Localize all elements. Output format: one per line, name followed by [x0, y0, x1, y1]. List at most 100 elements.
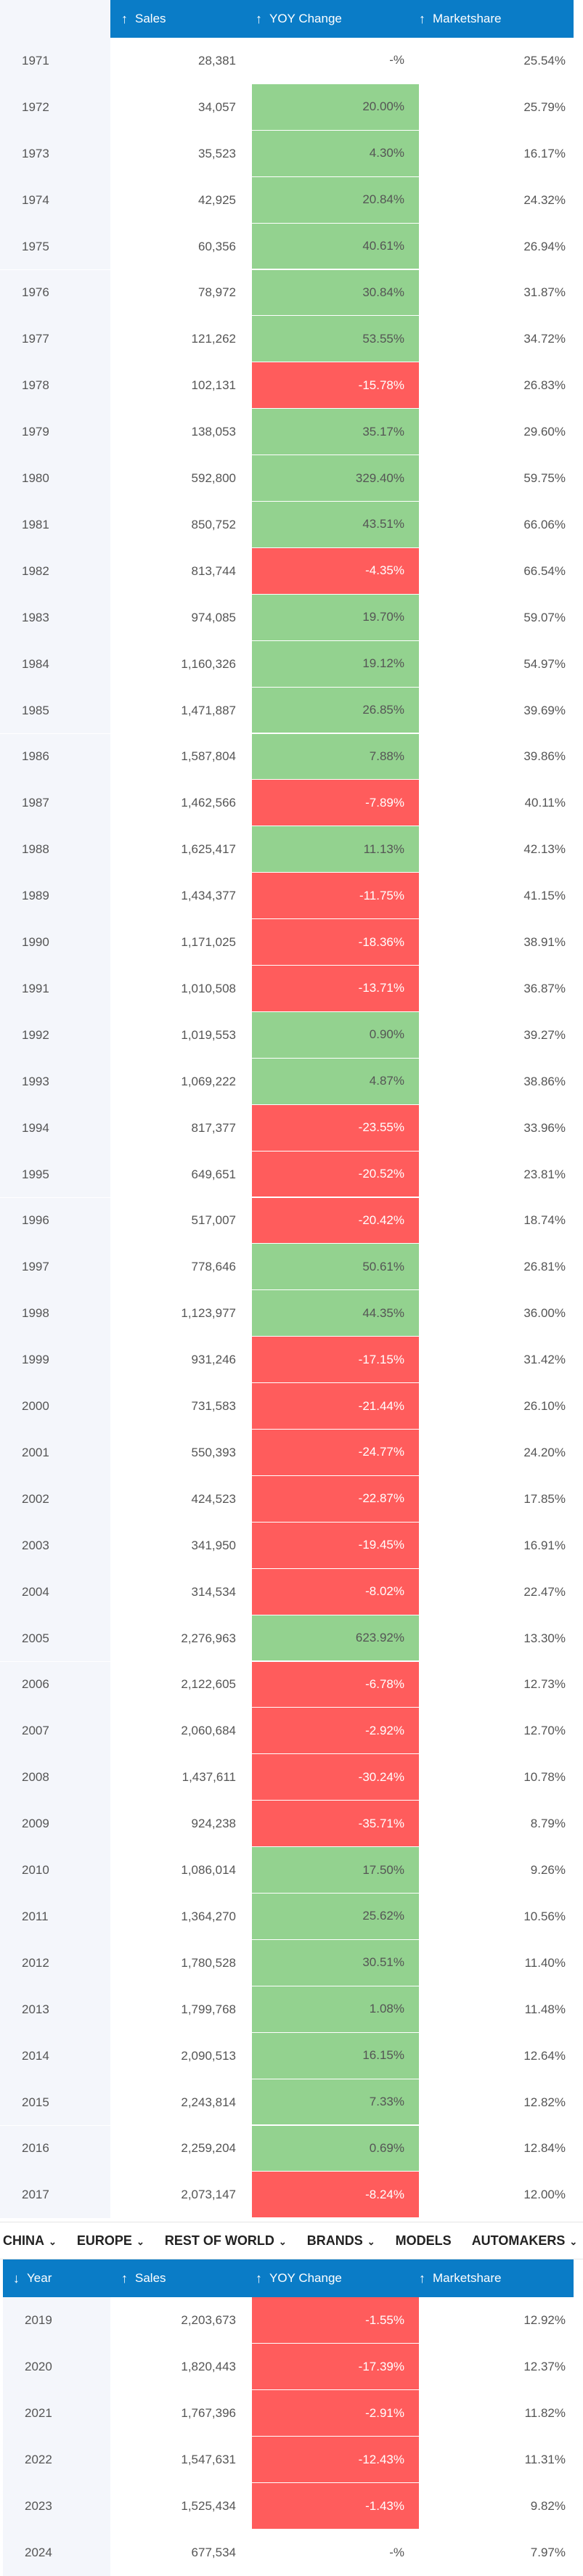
- yoy-cell: 329.40%: [252, 455, 419, 502]
- sales-cell: 34,057: [198, 99, 236, 114]
- share-cell: 34.72%: [523, 332, 566, 346]
- sales-cell: 1,462,566: [181, 796, 236, 810]
- yoy-header-label: YOY Change: [269, 2271, 342, 2285]
- year-cell: 1986: [0, 733, 110, 780]
- header-spacer: [0, 0, 110, 38]
- yoy-cell: -%: [252, 38, 419, 84]
- share-cell: 13.30%: [523, 1631, 566, 1645]
- year-cell: 1979: [0, 409, 110, 456]
- year-cell: 2012: [0, 1939, 110, 1986]
- nav-item-label: MODELS: [395, 2233, 452, 2248]
- yoy-cell: -2.92%: [252, 1708, 419, 1755]
- sales-cell: 1,625,417: [181, 842, 236, 857]
- year-cell: 2009: [0, 1801, 110, 1848]
- yoy-cell: 19.70%: [252, 594, 419, 641]
- nav-item-automakers[interactable]: AUTOMAKERS ⌄: [472, 2233, 578, 2249]
- year-cell: 1973: [0, 130, 110, 177]
- yoy-cell: 17.50%: [252, 1847, 419, 1894]
- share-cell: 42.13%: [523, 842, 566, 857]
- arrow-down-icon: ↓: [13, 2270, 20, 2286]
- nav-item-label: BRANDS: [306, 2233, 363, 2248]
- table-row: 1974 42,925 20.84% 24.32%: [0, 176, 583, 224]
- table-row: 2019 2,203,673 -1.55% 12.92%: [0, 2297, 583, 2344]
- yoy-cell: -20.42%: [252, 1197, 419, 1244]
- yoy-cell: 4.87%: [252, 1058, 419, 1105]
- sales-cell: 1,364,270: [181, 1909, 236, 1923]
- yoy-cell: -21.44%: [252, 1383, 419, 1430]
- yoy-cell: -12.43%: [252, 2437, 419, 2483]
- share-cell: 66.06%: [523, 517, 566, 531]
- yoy-column-header[interactable]: ↑ YOY Change: [256, 0, 342, 38]
- table-row: 2013 1,799,768 1.08% 11.48%: [0, 1986, 583, 2033]
- sales-cell: 78,972: [198, 285, 236, 300]
- year-cell: 2023: [3, 2483, 110, 2530]
- yoy-cell: -13.71%: [252, 966, 419, 1012]
- nav-item-brands[interactable]: BRANDS ⌄: [307, 2233, 375, 2249]
- yoy-cell: 0.90%: [252, 1011, 419, 1059]
- year-cell: 1992: [0, 1011, 110, 1059]
- sales-cell: 2,276,963: [181, 1631, 236, 1645]
- year-cell: 1985: [0, 687, 110, 734]
- chevron-down-icon: ⌄: [136, 2235, 144, 2247]
- table-row: 1988 1,625,417 11.13% 42.13%: [0, 826, 583, 873]
- table-row: 2022 1,547,631 -12.43% 11.31%: [0, 2437, 583, 2483]
- sales-cell: 1,820,443: [181, 2360, 236, 2373]
- nav-item-europe[interactable]: EUROPE ⌄: [77, 2233, 144, 2249]
- table-row: 1977 121,262 53.55% 34.72%: [0, 316, 583, 363]
- share-cell: 36.87%: [523, 981, 566, 995]
- share-cell: 12.73%: [523, 1677, 566, 1692]
- yoy-cell: -30.24%: [252, 1754, 419, 1801]
- year-cell: 1977: [0, 316, 110, 363]
- table-row: 1998 1,123,977 44.35% 36.00%: [0, 1290, 583, 1337]
- yoy-cell: -11.75%: [252, 873, 419, 920]
- table-row: 1978 102,131 -15.78% 26.83%: [0, 362, 583, 409]
- year-column-header[interactable]: ↓ Year: [13, 2259, 52, 2297]
- table-row: 1982 813,744 -4.35% 66.54%: [0, 547, 583, 595]
- yoy-cell: 30.51%: [252, 1939, 419, 1986]
- table-row: 2024 677,534 -% 7.97%: [0, 2530, 583, 2576]
- sales-cell: 424,523: [191, 1491, 236, 1506]
- year-cell: 1982: [0, 547, 110, 595]
- share-cell: 23.81%: [523, 1167, 566, 1181]
- nav-item-rest-of-world[interactable]: REST OF WORLD ⌄: [165, 2233, 287, 2249]
- sales-cell: 1,086,014: [181, 1863, 236, 1878]
- nav-item-models[interactable]: MODELS: [396, 2233, 452, 2249]
- yoy-cell: -6.78%: [252, 1661, 419, 1708]
- yoy-cell: 19.12%: [252, 640, 419, 688]
- share-cell: 24.20%: [523, 1445, 566, 1459]
- table-row: 1993 1,069,222 4.87% 38.86%: [0, 1058, 583, 1105]
- table-row: 1981 850,752 43.51% 66.06%: [0, 502, 583, 548]
- share-column-header[interactable]: ↑ Marketshare: [419, 2259, 501, 2297]
- yoy-cell: 4.30%: [252, 130, 419, 177]
- table-row: 2011 1,364,270 25.62% 10.56%: [0, 1894, 583, 1940]
- yoy-cell: -22.87%: [252, 1475, 419, 1523]
- table-row: 2001 550,393 -24.77% 24.20%: [0, 1430, 583, 1476]
- nav-item-china[interactable]: CHINA ⌄: [3, 2233, 57, 2249]
- share-header-label: Marketshare: [433, 2271, 502, 2285]
- yoy-cell: -7.89%: [252, 780, 419, 827]
- chevron-down-icon: ⌄: [278, 2235, 287, 2247]
- table-row: 1987 1,462,566 -7.89% 40.11%: [0, 780, 583, 827]
- share-cell: 59.07%: [523, 610, 566, 624]
- sales-column-header[interactable]: ↑ Sales: [121, 2259, 166, 2297]
- sales-cell: 850,752: [191, 517, 236, 531]
- share-column-header[interactable]: ↑ Marketshare: [419, 0, 501, 38]
- share-cell: 11.82%: [524, 2406, 566, 2420]
- year-cell: 1997: [0, 1244, 110, 1291]
- yoy-cell: -17.15%: [252, 1337, 419, 1384]
- year-cell: 1978: [0, 362, 110, 409]
- yoy-cell: 623.92%: [252, 1615, 419, 1662]
- share-cell: 31.87%: [523, 285, 566, 300]
- yoy-column-header[interactable]: ↑ YOY Change: [256, 2259, 342, 2297]
- yoy-cell: -2.91%: [252, 2390, 419, 2437]
- arrow-up-icon: ↑: [256, 11, 262, 26]
- sales-cell: 1,780,528: [181, 1955, 236, 1970]
- year-cell: 1993: [0, 1058, 110, 1105]
- share-cell: 8.79%: [530, 1817, 566, 1831]
- sales-cell: 314,534: [191, 1584, 236, 1599]
- sales-cell: 1,767,396: [181, 2406, 236, 2420]
- sales-cell: 592,800: [191, 471, 236, 486]
- sales-column-header[interactable]: ↑ Sales: [121, 0, 166, 38]
- yoy-cell: 20.00%: [252, 83, 419, 131]
- year-cell: 1984: [0, 640, 110, 688]
